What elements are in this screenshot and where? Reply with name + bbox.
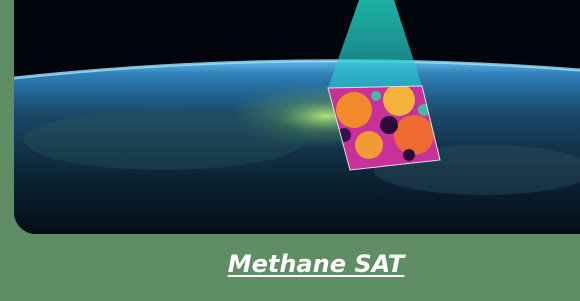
page: Methane SAT (() => { const data = JSON.p… bbox=[0, 0, 580, 301]
caption-link[interactable]: Methane SAT bbox=[0, 250, 580, 278]
satellite-image bbox=[14, 0, 580, 234]
earth-scene bbox=[14, 0, 580, 234]
